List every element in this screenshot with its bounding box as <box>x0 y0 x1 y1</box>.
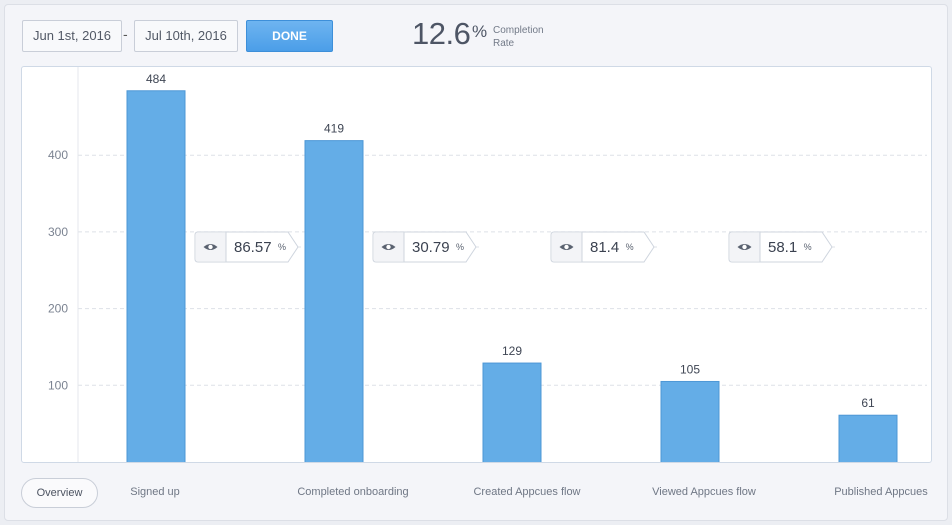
bar-data-label: 61 <box>861 396 875 410</box>
bar <box>660 380 720 462</box>
step-label[interactable]: Signed up <box>130 486 180 498</box>
done-button[interactable]: DONE <box>246 20 333 52</box>
eye-icon-pupil <box>386 244 391 250</box>
bar-data-label: 484 <box>146 72 166 86</box>
bar-data-label: 419 <box>324 122 344 136</box>
conversion-unit: % <box>278 242 286 252</box>
completion-rate-label: Completion Rate <box>493 24 563 50</box>
overview-button[interactable]: Overview <box>21 478 98 508</box>
bar-data-label: 129 <box>502 344 522 358</box>
eye-icon-pupil <box>208 244 213 250</box>
eye-icon-pupil <box>742 244 747 250</box>
conversion-unit: % <box>456 242 464 252</box>
conversion-value: 58.1 <box>768 239 797 256</box>
step-label[interactable]: Published Appcues <box>834 486 928 498</box>
start-date-picker[interactable]: Jun 1st, 2016 <box>22 20 122 52</box>
eye-icon-pupil <box>564 244 569 250</box>
end-date-picker[interactable]: Jul 10th, 2016 <box>134 20 238 52</box>
bar <box>482 362 542 462</box>
date-range-separator: - <box>123 26 128 42</box>
conversion-value: 81.4 <box>590 239 619 256</box>
bar-data-label: 105 <box>680 362 700 376</box>
completion-rate-label-line2: Rate <box>493 38 515 49</box>
bar <box>126 90 186 462</box>
step-label[interactable]: Viewed Appcues flow <box>652 486 756 498</box>
conversion-value: 86.57 <box>234 239 272 256</box>
completion-rate-unit: % <box>472 22 488 41</box>
y-tick-label: 400 <box>48 148 68 162</box>
funnel-chart: 100 200 300 400 484 419 129 105 61 86.57% 30.79% 81… <box>21 66 932 463</box>
conversion-unit: % <box>626 242 634 252</box>
y-tick-label: 200 <box>48 302 68 316</box>
completion-rate-value: 12.6 <box>412 16 471 51</box>
step-label[interactable]: Created Appcues flow <box>473 486 581 498</box>
conversion-unit: % <box>804 242 812 252</box>
funnel-chart-svg: 100 200 300 400 484 419 129 105 61 86.57% 30.79% 81… <box>48 67 927 462</box>
step-label[interactable]: Completed onboarding <box>297 486 409 498</box>
completion-rate-label-line1: Completion <box>493 25 544 36</box>
y-tick-label: 100 <box>48 378 68 392</box>
conversion-value: 30.79 <box>412 239 450 256</box>
bar <box>304 140 364 462</box>
bar <box>838 414 898 462</box>
y-tick-label: 300 <box>48 225 68 239</box>
